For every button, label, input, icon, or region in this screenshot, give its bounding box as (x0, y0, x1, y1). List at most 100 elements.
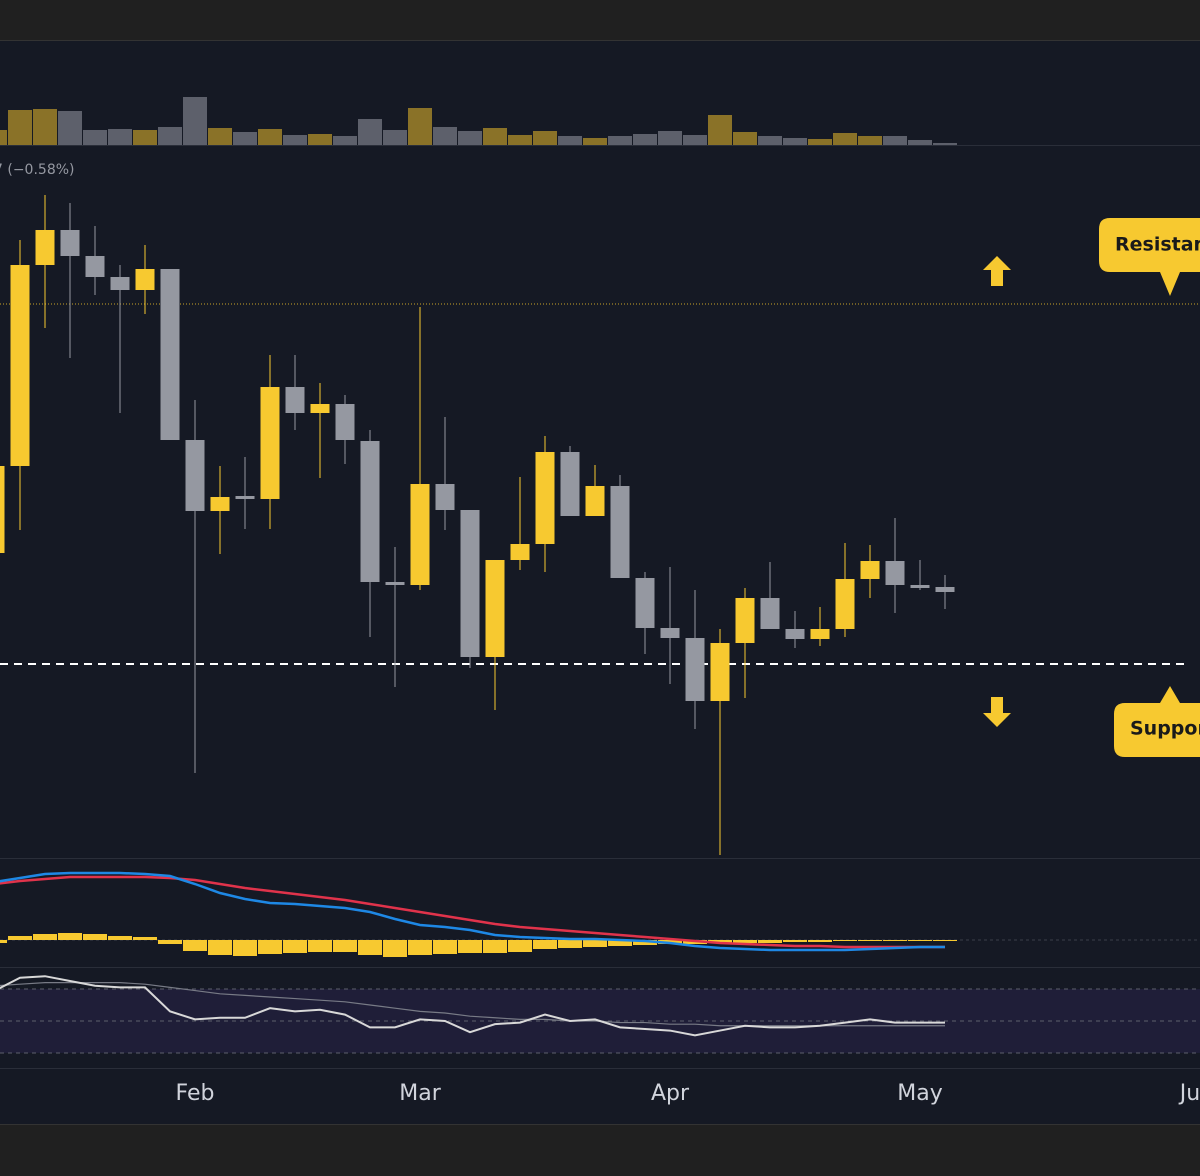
x-tick-label: Ju (1178, 1081, 1200, 1106)
macd-histogram-bar (233, 940, 257, 956)
macd-histogram-bar (758, 940, 782, 943)
macd-histogram-bar (858, 940, 882, 941)
macd-histogram-bar (258, 940, 282, 954)
volume-bar (283, 135, 307, 145)
macd-histogram-bar (708, 940, 732, 943)
volume-bar (8, 110, 32, 145)
macd-histogram-bar (283, 940, 307, 953)
up-arrow-icon (983, 256, 1011, 286)
macd-histogram-bar (333, 940, 357, 952)
macd-histogram-bar (358, 940, 382, 955)
candle-body (910, 585, 930, 588)
candle-body (235, 496, 255, 499)
candle-body (635, 578, 655, 628)
x-tick-label: Apr (651, 1081, 690, 1106)
macd-histogram-bar (458, 940, 482, 953)
macd-histogram-bar (158, 940, 182, 944)
x-tick-label: Mar (399, 1081, 441, 1106)
macd-histogram-bar (133, 937, 157, 940)
volume-bar (433, 127, 457, 145)
candle-body (660, 628, 680, 638)
volume-bar (733, 132, 757, 145)
candle-body (85, 256, 105, 277)
macd-histogram-bar (908, 940, 932, 941)
macd-histogram-bar (558, 940, 582, 948)
candle-body (510, 544, 530, 560)
volume-bar (608, 136, 632, 145)
candle-body (410, 484, 430, 585)
macd-line (0, 871, 945, 952)
candle-body (585, 486, 605, 516)
x-tick-label: May (897, 1081, 942, 1106)
candle-body (210, 497, 230, 511)
volume-bar (58, 111, 82, 145)
candle-body (860, 561, 880, 579)
volume-bar (758, 136, 782, 145)
candle-body (560, 452, 580, 516)
macd-histogram-bar (783, 940, 807, 942)
candle-body (435, 484, 455, 510)
volume-bar (933, 143, 957, 145)
macd-histogram-bar (83, 934, 107, 940)
candle-body (260, 387, 280, 499)
x-tick-label: Feb (176, 1081, 215, 1106)
volume-bar (233, 132, 257, 145)
volume-bar (158, 127, 182, 145)
candle-body (335, 404, 355, 440)
macd-histogram-bar (383, 940, 407, 957)
candle-body (60, 230, 80, 256)
volume-bar (33, 109, 57, 145)
macd-histogram-bar (308, 940, 332, 952)
macd-histogram-bar (58, 933, 82, 940)
candle-body (460, 510, 480, 657)
candle-body (535, 452, 555, 544)
candle-body (885, 561, 905, 585)
macd-histogram-bar (833, 940, 857, 941)
rsi-line (0, 975, 945, 1037)
bottom-bar (0, 1125, 1200, 1176)
candle-body (385, 582, 405, 585)
candle-body (360, 441, 380, 582)
volume-bar (258, 129, 282, 145)
volume-bar (858, 136, 882, 145)
volume-bar (833, 133, 857, 145)
volume-bar (183, 97, 207, 145)
candle-body (160, 269, 180, 440)
volume-bar (408, 108, 432, 145)
candle-body (310, 404, 330, 413)
candle-body (185, 440, 205, 511)
macd-histogram-bar (208, 940, 232, 955)
volume-bar (658, 131, 682, 145)
macd-signal-line (0, 875, 945, 949)
candle-body (685, 638, 705, 701)
candle-body (610, 486, 630, 578)
resistance-label: Resistan (1115, 234, 1200, 256)
volume-bar (358, 119, 382, 145)
volume-bar (483, 128, 507, 145)
macd-histogram-bar (483, 940, 507, 953)
candle-body (135, 269, 155, 290)
volume-bar (83, 130, 107, 145)
candle-body (285, 387, 305, 413)
macd-histogram-bar (183, 940, 207, 951)
candle-body (0, 466, 5, 553)
candle-body (935, 587, 955, 592)
resistance-label-box (1099, 218, 1200, 296)
macd-histogram-bar (733, 940, 757, 943)
volume-bar (583, 138, 607, 145)
candle-body (485, 560, 505, 657)
volume-bar (808, 139, 832, 145)
volume-bar (558, 136, 582, 145)
macd-histogram-bar (33, 934, 57, 940)
macd-histogram-bar (408, 940, 432, 955)
candle-body (785, 629, 805, 639)
price-change-header: 7 (−0.58%) (0, 162, 75, 178)
macd-histogram-bar (8, 936, 32, 940)
support-label-box (1114, 686, 1200, 757)
volume-bar (908, 140, 932, 145)
candle-body (710, 643, 730, 701)
volume-bar (458, 131, 482, 145)
